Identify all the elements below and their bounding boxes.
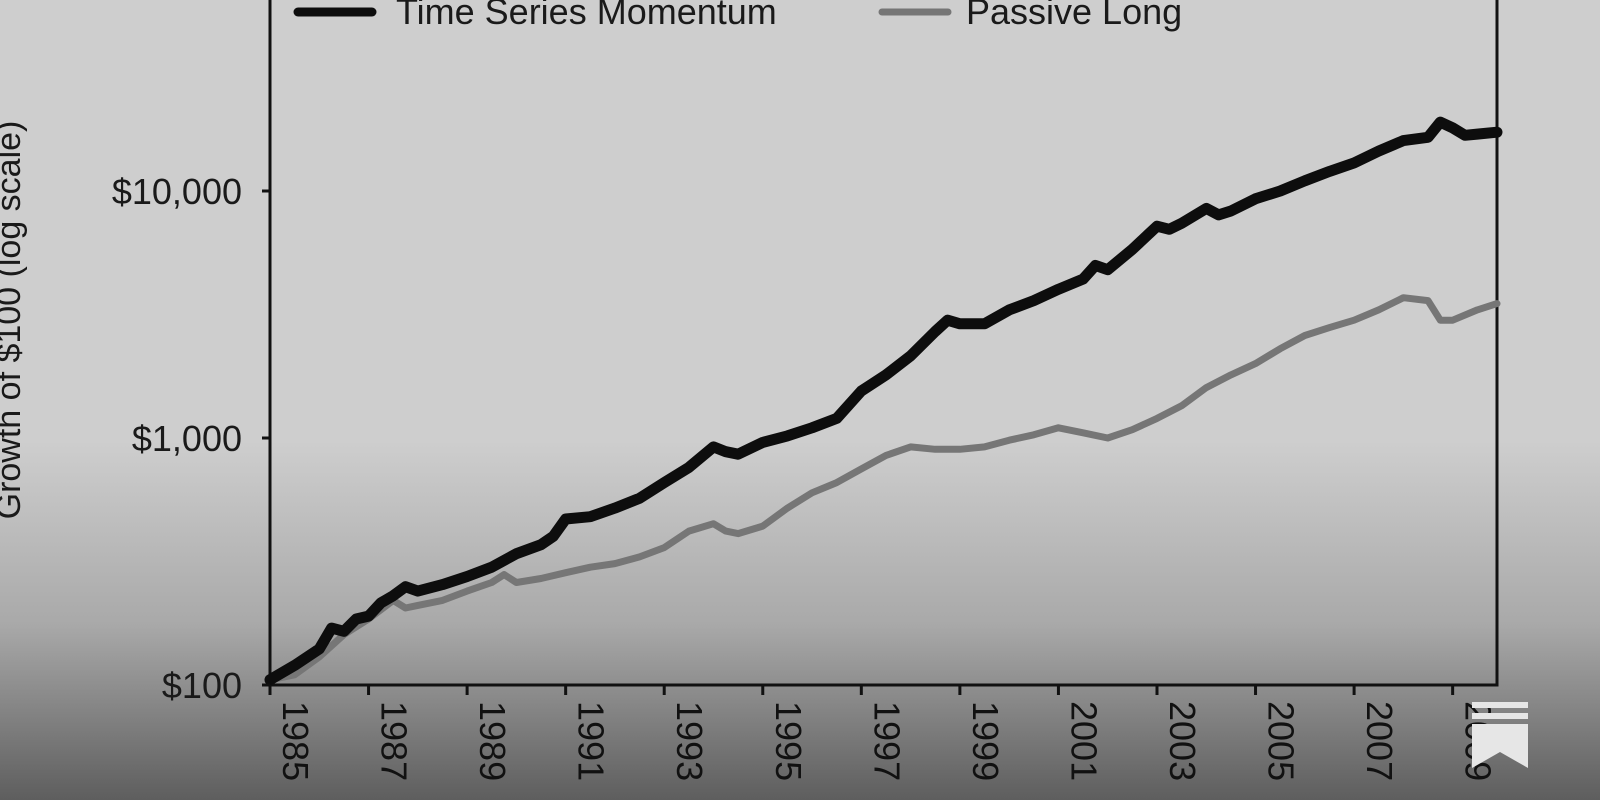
legend: Time Series Momentum Passive Long <box>293 0 1182 32</box>
x-tick-label: 1999 <box>965 701 1006 781</box>
y-tick-label: $1,000 <box>132 418 242 459</box>
x-tick-label: 1989 <box>472 701 513 781</box>
x-tick-label: 1997 <box>866 701 907 781</box>
x-tick-label: 2005 <box>1261 701 1302 781</box>
series-layer <box>264 116 1503 686</box>
legend-label-passive: Passive Long <box>966 0 1182 32</box>
x-tick-label: 2001 <box>1063 701 1104 781</box>
y-axis-title: Growth of $100 (log scale) <box>0 121 28 520</box>
y-tick-label: $100 <box>162 665 242 706</box>
y-tick-label: $10,000 <box>112 171 242 212</box>
plot-area <box>268 0 1499 687</box>
x-tick-label: 1991 <box>571 701 612 781</box>
x-tick-label: 1987 <box>374 701 415 781</box>
plot-frame <box>268 0 1499 687</box>
x-tick-label: 2003 <box>1162 701 1203 781</box>
x-tick-label: 2007 <box>1359 701 1400 781</box>
x-tick-label: 1985 <box>275 701 316 781</box>
legend-label-momentum: Time Series Momentum <box>396 0 777 32</box>
axes: $100 $1,000 $10,000 1985 1987 1989 1991 1993 199… <box>112 171 1499 781</box>
series-line-momentum <box>264 116 1503 686</box>
series-line-passive <box>266 294 1501 684</box>
x-tick-label: 1993 <box>669 701 710 781</box>
bookmark-icon[interactable] <box>1472 702 1528 768</box>
x-tick-label: 1995 <box>768 701 809 781</box>
